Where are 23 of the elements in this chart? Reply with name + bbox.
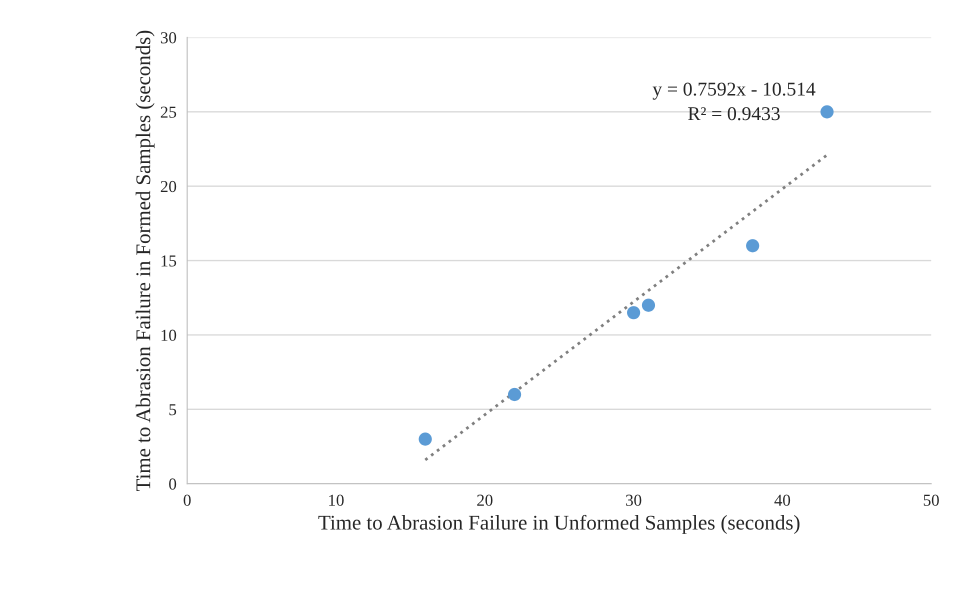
y-tick-label: 30 (160, 32, 176, 44)
point (746, 239, 760, 252)
x-tick-label: 20 (477, 494, 492, 506)
y-tick-label: 20 (160, 180, 176, 192)
point (508, 388, 522, 402)
y-tick-label: 0 (169, 478, 176, 490)
x-axis-title: Time to Abrasion Failure in Unformed Samples (seconds) (318, 514, 800, 534)
point (642, 298, 656, 312)
point (418, 432, 432, 446)
x-tick-label: 40 (774, 494, 790, 506)
y-tick-label: 25 (160, 106, 176, 118)
annotation: R² = 0.9433 (688, 107, 780, 120)
y-axis-title: Time to Abrasion Failure in Formed Samples (seconds) (136, 30, 155, 492)
y-tick-label: 15 (162, 255, 176, 267)
point (820, 105, 834, 118)
x-tick-label: 10 (329, 494, 344, 506)
x-tick-label: 0 (184, 494, 191, 506)
x-tick-label: 30 (626, 494, 642, 506)
annotation: y = 0.7592x - 10.514 (652, 82, 816, 100)
y-tick-label: 10 (162, 330, 176, 341)
y-tick-label: 5 (169, 404, 176, 416)
x-tick-label: 50 (924, 494, 939, 506)
point (627, 306, 640, 320)
